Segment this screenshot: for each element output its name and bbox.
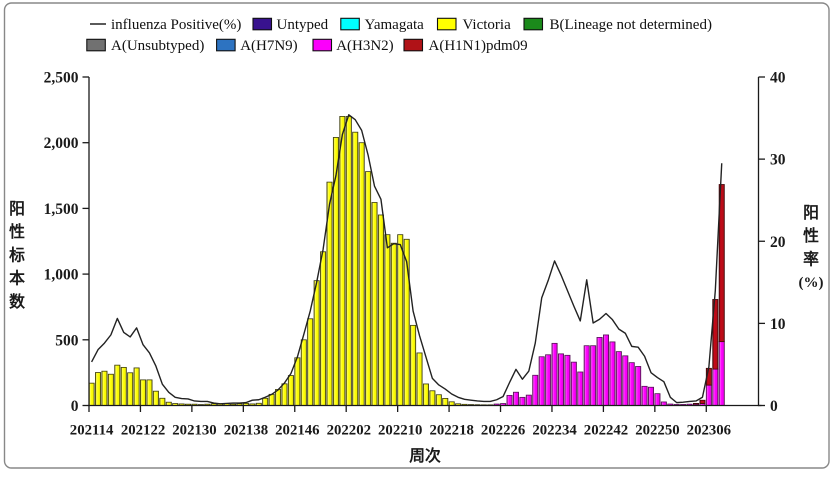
svg-text:0: 0 bbox=[770, 398, 778, 415]
svg-text:数: 数 bbox=[9, 292, 25, 311]
svg-text:2,500: 2,500 bbox=[44, 70, 79, 87]
svg-text:influenza Positive(%): influenza Positive(%) bbox=[111, 17, 241, 33]
svg-text:A(H7N9): A(H7N9) bbox=[240, 38, 298, 54]
svg-text:500: 500 bbox=[55, 332, 79, 349]
svg-text:A(H3N2): A(H3N2) bbox=[336, 38, 394, 54]
svg-text:2,000: 2,000 bbox=[44, 135, 79, 152]
svg-text:202226: 202226 bbox=[481, 423, 525, 439]
svg-text:性: 性 bbox=[803, 226, 819, 245]
svg-text:202250: 202250 bbox=[635, 423, 679, 439]
svg-text:1,000: 1,000 bbox=[44, 267, 79, 284]
svg-text:10: 10 bbox=[770, 316, 786, 333]
svg-text:性: 性 bbox=[9, 222, 25, 241]
svg-text:202138: 202138 bbox=[224, 423, 268, 439]
svg-text:阳: 阳 bbox=[9, 200, 25, 218]
svg-text:202234: 202234 bbox=[532, 423, 577, 439]
svg-text:202210: 202210 bbox=[378, 423, 422, 439]
svg-text:30: 30 bbox=[770, 152, 786, 169]
svg-text:(%): (%) bbox=[799, 275, 824, 291]
svg-text:阳: 阳 bbox=[803, 204, 819, 222]
svg-text:Yamagata: Yamagata bbox=[365, 17, 425, 33]
svg-text:202130: 202130 bbox=[172, 423, 216, 439]
svg-text:202218: 202218 bbox=[429, 423, 473, 439]
svg-text:Victoria: Victoria bbox=[463, 17, 512, 33]
svg-text:20: 20 bbox=[770, 234, 786, 251]
svg-text:202306: 202306 bbox=[687, 423, 731, 439]
svg-text:率: 率 bbox=[803, 249, 819, 268]
svg-text:Untyped: Untyped bbox=[277, 17, 329, 33]
svg-text:B(Lineage not determined): B(Lineage not determined) bbox=[550, 17, 712, 33]
svg-text:标: 标 bbox=[8, 246, 25, 264]
svg-text:A(Unsubtyped): A(Unsubtyped) bbox=[111, 38, 204, 54]
svg-text:0: 0 bbox=[71, 398, 79, 415]
svg-text:202114: 202114 bbox=[70, 423, 114, 439]
svg-text:40: 40 bbox=[770, 70, 786, 87]
svg-text:202122: 202122 bbox=[121, 423, 165, 439]
svg-text:202242: 202242 bbox=[584, 423, 628, 439]
svg-text:本: 本 bbox=[9, 269, 25, 288]
svg-text:周次: 周次 bbox=[409, 446, 441, 465]
svg-text:202202: 202202 bbox=[327, 423, 371, 439]
svg-text:1,500: 1,500 bbox=[44, 201, 79, 218]
svg-text:202146: 202146 bbox=[275, 423, 319, 439]
svg-text:A(H1N1)pdm09: A(H1N1)pdm09 bbox=[429, 38, 528, 54]
